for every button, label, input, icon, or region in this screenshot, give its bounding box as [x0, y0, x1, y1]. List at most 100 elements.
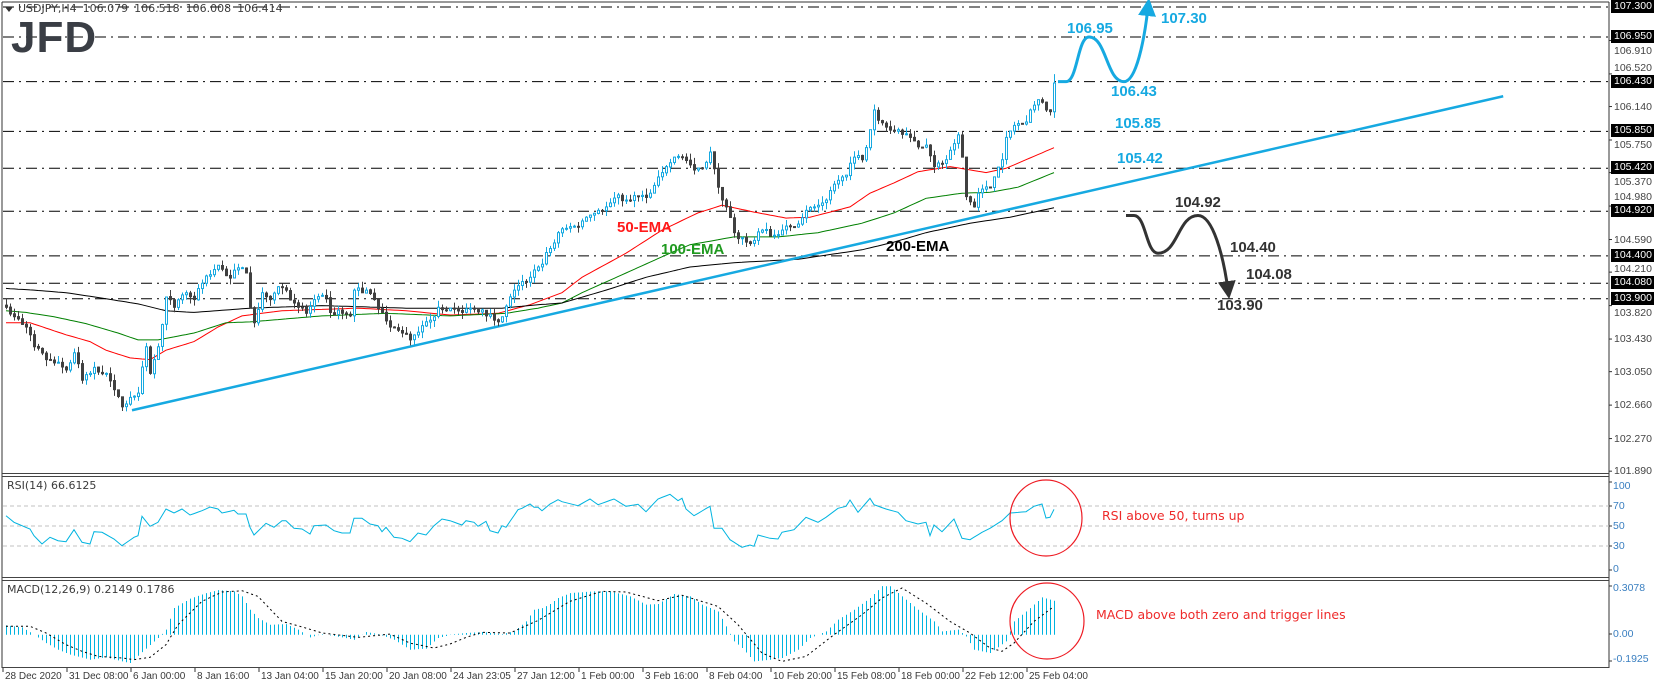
bear-candle-body: [769, 228, 772, 237]
bull-candle-body: [985, 186, 988, 190]
bear-candle-body: [729, 206, 732, 218]
price-axis-label: 103.050: [1614, 365, 1652, 378]
bull-candle-body: [357, 287, 360, 291]
bull-candle-body: [201, 282, 204, 290]
bull-candle-body: [237, 267, 240, 271]
price-axis-label: 102.660: [1614, 399, 1652, 412]
bear-candle-body: [973, 201, 976, 208]
time-axis-label: 1 Feb 00:00: [581, 671, 635, 682]
collapse-triangle-icon[interactable]: [5, 6, 13, 12]
close-value: 106.414: [237, 2, 283, 15]
ema200-label: 200-EMA: [886, 238, 950, 255]
bear-label-104-92: 104.92: [1175, 194, 1221, 211]
bull-candle-body: [277, 286, 280, 294]
ema-line-100-ema: [5, 172, 1055, 341]
bull-candle-body: [609, 202, 612, 208]
bull-candle-body: [69, 362, 72, 371]
time-axis-label: 13 Jan 04:00: [261, 671, 319, 682]
open-value: 106.079: [82, 2, 129, 15]
chart-frame: [1, 1, 1654, 668]
bear-candle-body: [289, 290, 292, 301]
price-axis-label: 102.270: [1614, 432, 1652, 445]
bull-candle-body: [197, 288, 200, 301]
bull-candle-body: [261, 292, 264, 310]
bull-candle-body: [353, 289, 356, 317]
rsi-comment: RSI above 50, turns up: [1102, 508, 1245, 523]
bear-candle-body: [377, 298, 380, 310]
bull-candle-body: [185, 292, 188, 296]
bull-candle-body: [849, 162, 852, 177]
bear-candle-body: [477, 309, 480, 313]
time-axis-label: 20 Jan 08:00: [389, 671, 447, 682]
key-level-label: 105.420: [1611, 161, 1654, 175]
bull-candle-body: [777, 234, 780, 237]
time-axis-label: 25 Feb 04:00: [1029, 671, 1088, 682]
bear-candle-body: [473, 307, 476, 310]
bull-candle-body: [157, 346, 160, 360]
bear-candle-body: [5, 304, 8, 308]
bear-candle-body: [329, 297, 332, 313]
bull-candle-body: [705, 161, 708, 169]
time-axis-label: 6 Jan 00:00: [133, 671, 186, 682]
bull-label-106-95: 106.95: [1067, 20, 1113, 37]
bear-candle-body: [61, 361, 64, 368]
bull-label-107-30: 107.30: [1161, 10, 1207, 27]
bull-candle-body: [337, 309, 340, 315]
key-level-label: 107.300: [1611, 0, 1654, 13]
bear-candle-body: [53, 359, 56, 364]
bull-candle-body: [709, 151, 712, 164]
price-axis-label: 101.890: [1614, 465, 1652, 478]
bull-candle-body: [937, 162, 940, 168]
bear-candle-body: [389, 320, 392, 328]
bear-candle-body: [193, 295, 196, 301]
bear-candle-body: [301, 306, 304, 309]
bull-candle-body: [1033, 104, 1036, 111]
bear-candle-body: [113, 380, 116, 391]
bear-candle-body: [393, 326, 396, 329]
bear-candle-body: [713, 151, 716, 170]
bull-candle-body: [421, 325, 424, 333]
rsi-line: [5, 493, 1055, 548]
bear-candle-body: [929, 144, 932, 157]
price-axis-label: 104.590: [1614, 233, 1652, 246]
bull-candle-body: [809, 206, 812, 211]
bull-candle-body: [105, 372, 108, 375]
bull-candle-body: [565, 227, 568, 230]
bear-candle-body: [725, 199, 728, 208]
bull-candle-body: [821, 202, 824, 206]
bear-candle-body: [889, 126, 892, 131]
bear-candle-body: [333, 312, 336, 316]
bull-candle-body: [897, 129, 900, 132]
bull-candle-body: [541, 263, 544, 268]
time-axis-label: 15 Feb 08:00: [837, 671, 896, 682]
bull-candle-body: [93, 366, 96, 374]
time-axis-label: 27 Jan 12:00: [517, 671, 575, 682]
ema100-label: 100-EMA: [661, 241, 725, 258]
bear-candle-body: [49, 358, 52, 361]
bull-candle-body: [925, 144, 928, 148]
bear-candle-body: [117, 389, 120, 397]
bear-candle-body: [29, 326, 32, 336]
bull-candle-body: [957, 134, 960, 144]
bear-candle-body: [345, 312, 348, 315]
bear-candle-body: [369, 289, 372, 295]
bear-candle-body: [385, 311, 388, 322]
bear-candle-body: [637, 195, 640, 198]
bull-candle-body: [465, 308, 468, 313]
bear-candle-body: [441, 307, 444, 311]
rsi-axis-50: 50: [1613, 520, 1625, 532]
bull-candle-body: [805, 209, 808, 219]
bull-candle-body: [761, 229, 764, 233]
bear-candle-body: [913, 136, 916, 142]
bear-candle-body: [9, 306, 12, 315]
bull-candle-body: [581, 220, 584, 228]
bear-candle-body: [173, 299, 176, 308]
bull-candle-body: [129, 396, 132, 405]
bull-candle-body: [1005, 136, 1008, 160]
time-axis-label: 18 Feb 00:00: [901, 671, 960, 682]
bear-candle-body: [189, 292, 192, 298]
bull-candle-body: [1029, 109, 1032, 123]
bull-candle-body: [89, 372, 92, 376]
uptrend-line: [131, 95, 1504, 412]
bull-candle-body: [857, 155, 860, 159]
